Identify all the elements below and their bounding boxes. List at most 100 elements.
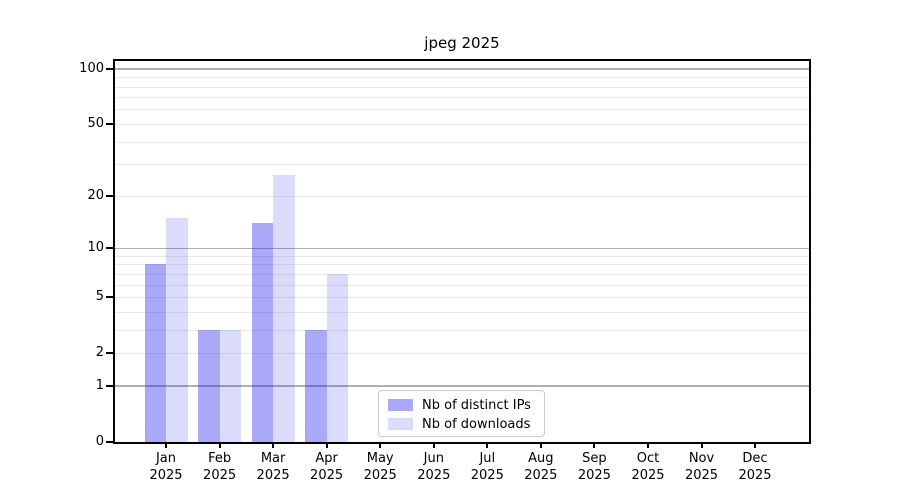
x-tick-label: Nov 2025 bbox=[670, 451, 734, 484]
gridline-minor bbox=[115, 109, 809, 111]
gridline-minor bbox=[115, 329, 809, 331]
bar-nb-of-distinct-ips-feb bbox=[198, 329, 220, 442]
x-tick-label-month: Dec bbox=[742, 451, 768, 466]
x-tick-mark bbox=[432, 443, 435, 448]
x-tick-label-month: Sep bbox=[582, 451, 607, 466]
x-tick-mark bbox=[218, 443, 221, 448]
x-tick-label: May 2025 bbox=[348, 451, 412, 484]
y-tick-mark bbox=[106, 122, 113, 125]
x-tick-label: Jan 2025 bbox=[134, 451, 198, 484]
x-tick-mark bbox=[539, 443, 542, 448]
y-tick-mark bbox=[106, 384, 113, 387]
x-tick-label-month: Apr bbox=[315, 451, 338, 466]
gridline-minor bbox=[115, 264, 809, 266]
chart-title: jpeg 2025 bbox=[424, 34, 500, 52]
y-tick-mark bbox=[106, 352, 113, 355]
x-tick-label-year: 2025 bbox=[149, 467, 183, 483]
gridline-minor bbox=[115, 123, 809, 125]
y-tick-label: 10 bbox=[87, 240, 104, 255]
y-tick-label: 2 bbox=[95, 345, 104, 361]
x-tick-label-year: 2025 bbox=[310, 467, 344, 483]
x-tick-mark bbox=[486, 443, 489, 448]
plot-area bbox=[113, 59, 811, 444]
bar-nb-of-distinct-ips-mar bbox=[251, 222, 274, 442]
gridline-minor bbox=[115, 297, 809, 298]
x-tick-mark bbox=[325, 443, 328, 448]
x-tick-label-month: Feb bbox=[208, 451, 232, 466]
bar-nb-of-downloads-jan bbox=[166, 217, 188, 442]
gridline-minor bbox=[115, 97, 809, 99]
x-tick-mark bbox=[272, 443, 275, 448]
x-tick-label-year: 2025 bbox=[631, 467, 665, 483]
x-tick-mark bbox=[754, 443, 756, 448]
legend-label-distinct-ips: Nb of distinct IPs bbox=[422, 397, 531, 413]
x-tick-label-year: 2025 bbox=[256, 467, 290, 483]
x-tick-label: Aug 2025 bbox=[509, 451, 573, 484]
x-tick-label-month: Mar bbox=[260, 451, 286, 466]
y-tick-mark bbox=[106, 194, 113, 197]
x-tick-label-year: 2025 bbox=[738, 467, 772, 483]
x-tick-label-month: Jun bbox=[423, 451, 444, 466]
y-tick-mark bbox=[106, 296, 113, 298]
x-tick-label-month: Oct bbox=[636, 451, 660, 466]
gridline-major bbox=[115, 247, 809, 249]
x-tick-label: Apr 2025 bbox=[295, 451, 359, 484]
x-tick-label-month: Nov bbox=[688, 451, 715, 466]
y-tick-mark bbox=[106, 67, 113, 70]
gridline-minor bbox=[115, 353, 809, 355]
bar-nb-of-downloads-mar bbox=[273, 175, 295, 442]
gridline-minor bbox=[115, 311, 809, 313]
bar-nb-of-distinct-ips-jan bbox=[144, 264, 166, 442]
x-tick-label: Oct 2025 bbox=[616, 451, 680, 484]
gridline-minor bbox=[115, 86, 809, 88]
x-tick-mark bbox=[593, 443, 596, 448]
y-tick-label: 1 bbox=[95, 377, 104, 393]
legend-swatch-distinct-ips bbox=[388, 399, 413, 411]
x-tick-label-month: Jan bbox=[155, 451, 177, 466]
y-tick-label: 20 bbox=[87, 187, 104, 203]
y-tick-label: 5 bbox=[95, 289, 104, 304]
bar-nb-of-downloads-feb bbox=[219, 329, 241, 442]
x-tick-label-month: May bbox=[366, 451, 394, 466]
y-tick-label: 100 bbox=[79, 60, 104, 76]
gridline-minor bbox=[115, 141, 809, 143]
y-tick-label: 0 bbox=[95, 434, 104, 449]
legend-swatch-downloads bbox=[388, 418, 413, 430]
x-tick-label-year: 2025 bbox=[470, 467, 504, 483]
gridline-minor bbox=[115, 284, 809, 286]
x-tick-mark bbox=[165, 443, 167, 448]
gridline-minor bbox=[115, 164, 809, 166]
legend-item-downloads: Nb of downloads bbox=[388, 416, 536, 432]
y-tick-mark bbox=[106, 247, 113, 249]
legend-label-downloads: Nb of downloads bbox=[422, 416, 531, 432]
x-tick-label: Mar 2025 bbox=[241, 451, 305, 484]
bar-nb-of-distinct-ips-apr bbox=[305, 329, 327, 442]
x-tick-label: Feb 2025 bbox=[188, 451, 252, 484]
legend: Nb of distinct IPs Nb of downloads bbox=[378, 390, 545, 437]
gridline-major bbox=[115, 68, 809, 70]
x-tick-label-year: 2025 bbox=[684, 467, 719, 483]
bar-nb-of-downloads-apr bbox=[326, 273, 349, 442]
gridline-minor bbox=[115, 195, 809, 197]
gridline-minor bbox=[115, 273, 809, 275]
y-tick-label: 50 bbox=[87, 115, 104, 131]
x-tick-label-year: 2025 bbox=[203, 467, 237, 483]
x-tick-label: Sep 2025 bbox=[562, 451, 626, 484]
x-tick-label-month: Aug bbox=[528, 451, 554, 466]
x-tick-label-year: 2025 bbox=[417, 467, 451, 483]
plot-inner bbox=[115, 61, 809, 442]
x-tick-label-year: 2025 bbox=[577, 467, 611, 483]
legend-item-distinct-ips: Nb of distinct IPs bbox=[388, 397, 536, 413]
x-tick-label: Dec 2025 bbox=[723, 451, 787, 484]
gridline-major bbox=[115, 385, 809, 387]
x-tick-mark bbox=[647, 443, 649, 448]
x-tick-label-year: 2025 bbox=[363, 467, 397, 483]
x-tick-label-month: Jul bbox=[479, 451, 496, 466]
x-tick-label: Jul 2025 bbox=[455, 451, 519, 484]
x-tick-label: Jun 2025 bbox=[402, 451, 466, 484]
gridline-minor bbox=[115, 77, 809, 79]
gridline-minor bbox=[115, 255, 809, 257]
x-tick-label-year: 2025 bbox=[524, 467, 558, 483]
x-tick-mark bbox=[379, 443, 382, 448]
